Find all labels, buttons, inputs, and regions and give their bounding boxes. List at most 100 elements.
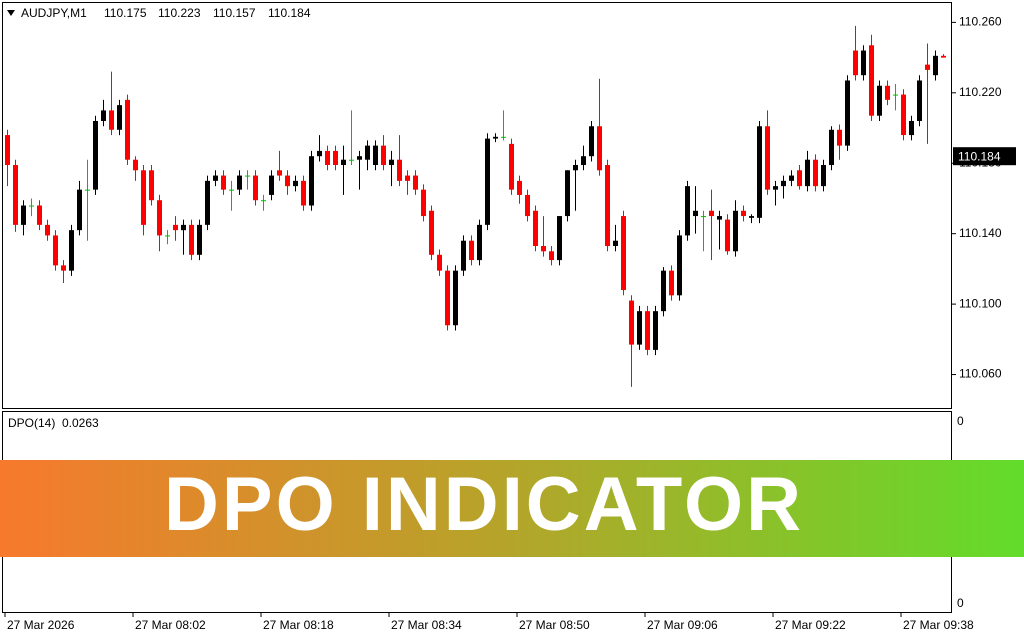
- candle-body: [621, 216, 626, 291]
- candle-body: [773, 186, 778, 190]
- candles: [5, 25, 946, 387]
- candle-body: [45, 224, 50, 236]
- x-tick-label: 27 Mar 08:50: [519, 618, 590, 632]
- candle-body: [373, 145, 378, 165]
- candle-body: [181, 224, 186, 231]
- candle-body: [613, 240, 618, 246]
- candle-body: [461, 240, 466, 271]
- candle-body: [669, 270, 674, 296]
- candle-body: [405, 175, 410, 181]
- candle-body: [157, 200, 162, 236]
- y-tick-label: 110.140: [959, 226, 1002, 240]
- candle-body: [797, 170, 802, 187]
- candle-body: [541, 246, 546, 252]
- candle-body: [253, 175, 258, 201]
- y-tick-label: 110.060: [959, 367, 1002, 381]
- candle-body: [245, 175, 250, 177]
- candle-body: [813, 159, 818, 187]
- candle-body: [941, 55, 946, 58]
- candle-body: [573, 165, 578, 171]
- candle-body: [293, 180, 298, 187]
- candle-body: [21, 205, 26, 225]
- candle-body: [869, 45, 874, 116]
- candle-body: [349, 159, 354, 161]
- labels: AUDJPY,M1 110.175 110.223 110.157 110.18…: [4, 6, 1016, 632]
- x-tick-label: 27 Mar 09:22: [775, 618, 846, 632]
- price-tag: [953, 147, 1016, 166]
- indicator-axis-label: 0: [957, 414, 964, 428]
- y-tick-label: 110.260: [959, 15, 1002, 29]
- candle-body: [117, 105, 122, 130]
- indicator-name: DPO(14): [8, 416, 55, 430]
- y-tick-label: 110.220: [959, 85, 1002, 99]
- candle-body: [109, 110, 114, 130]
- candle-body: [237, 175, 242, 190]
- header-high: 110.223: [158, 6, 201, 20]
- candle-body: [85, 189, 90, 191]
- candle-body: [453, 270, 458, 326]
- candle-body: [933, 55, 938, 76]
- candle-body: [101, 110, 106, 121]
- candle-body: [77, 189, 82, 231]
- candle-body: [53, 235, 58, 266]
- candle-body: [837, 129, 842, 146]
- candle-body: [845, 80, 850, 146]
- candle-body: [189, 224, 194, 255]
- candle-body: [645, 311, 650, 350]
- collapse-arrow: [7, 10, 15, 16]
- candle-body: [805, 159, 810, 187]
- header-low: 110.157: [213, 6, 256, 20]
- banner-title: DPO INDICATOR: [164, 462, 804, 547]
- x-tick-label: 27 Mar 2026: [7, 618, 75, 632]
- candle-body: [317, 150, 322, 157]
- main-panel: [2, 2, 952, 409]
- candle-body: [629, 300, 634, 345]
- header-close: 110.184: [268, 6, 311, 20]
- candle-body: [437, 254, 442, 271]
- candle-body: [133, 159, 138, 171]
- candle-body: [637, 311, 642, 345]
- candle-body: [893, 94, 898, 96]
- candle-body: [589, 126, 594, 157]
- candle-body: [37, 205, 42, 225]
- candle-body: [469, 240, 474, 261]
- indicator-axis-label: 0: [957, 596, 964, 610]
- candle-body: [765, 126, 770, 190]
- candle-body: [741, 210, 746, 217]
- header-open: 110.175: [104, 6, 147, 20]
- candle-body: [389, 159, 394, 165]
- x-tick-label: 27 Mar 09:06: [647, 618, 718, 632]
- candle-body: [397, 159, 402, 181]
- candle-body: [517, 180, 522, 195]
- x-tick-label: 27 Mar 08:34: [391, 618, 462, 632]
- candle-body: [301, 180, 306, 206]
- candle-body: [5, 135, 10, 165]
- candle-body: [165, 235, 170, 237]
- candle-body: [749, 216, 754, 218]
- x-tick-label: 27 Mar 09:38: [903, 618, 974, 632]
- candle-body: [285, 175, 290, 187]
- candle-body: [581, 156, 586, 165]
- candle-body: [925, 64, 930, 70]
- candle-body: [821, 165, 826, 187]
- x-tick-label: 27 Mar 08:02: [135, 618, 206, 632]
- candle-body: [709, 210, 714, 217]
- candle-body: [901, 94, 906, 136]
- indicator-value: 0.0263: [62, 416, 99, 430]
- candle-body: [357, 156, 362, 160]
- candle-body: [509, 143, 514, 190]
- candle-body: [429, 210, 434, 255]
- x-tick-label: 27 Mar 08:18: [263, 618, 334, 632]
- candle-body: [61, 265, 66, 271]
- candle-body: [493, 136, 498, 139]
- candle-body: [661, 270, 666, 312]
- candle-body: [213, 175, 218, 181]
- candle-body: [525, 194, 530, 217]
- price-tag-label: 110.184: [958, 149, 1001, 163]
- candle-body: [477, 224, 482, 261]
- candle-body: [701, 216, 706, 218]
- candle-body: [421, 189, 426, 217]
- candle-body: [277, 170, 282, 176]
- banner: [0, 460, 1024, 557]
- candle-body: [445, 270, 450, 326]
